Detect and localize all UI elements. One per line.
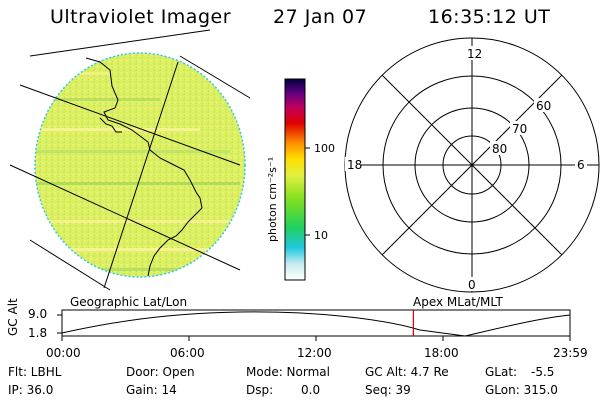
observation-date: 27 Jan 07	[273, 6, 368, 28]
ip-info: IP: 36.0	[8, 383, 54, 397]
glat-label: GLat:	[485, 365, 518, 379]
dsp-label: Dsp:	[246, 383, 274, 397]
x-tick-2359: 23:59	[553, 346, 588, 360]
orbit-altitude-curve	[61, 311, 571, 337]
door-info: Door: Open	[126, 365, 195, 379]
coastline-detail	[99, 117, 122, 133]
gain-info: Gain: 14	[126, 383, 177, 397]
coastline	[85, 57, 203, 277]
mlat-label-60: 60	[536, 99, 551, 113]
earth-disk	[35, 53, 245, 277]
orbit-x-ticks	[57, 314, 571, 341]
color-scale-bar	[284, 78, 306, 281]
x-tick-0600: 06:00	[170, 346, 205, 360]
gc-alt-info: GC Alt: 4.7 Re	[365, 365, 449, 379]
mode-info: Mode: Normal	[246, 365, 330, 379]
colorbar-ticks	[305, 147, 310, 236]
observation-time: 16:35:12 UT	[428, 6, 551, 28]
geographic-title: Geographic Lat/Lon	[70, 295, 188, 309]
disk-limb	[34, 52, 246, 278]
colorbar-tick-10: 10	[314, 229, 328, 242]
polar-labels: 12 18 6 0 60 70 80	[345, 46, 587, 292]
mlat-label-80: 80	[492, 142, 507, 156]
filter-info: Flt: LBHL	[8, 365, 62, 379]
geographic-grid	[9, 29, 251, 291]
x-tick-1800: 18:00	[424, 346, 459, 360]
mlt-label-0: 0	[468, 278, 476, 292]
y-tick-1-8: 1.8	[28, 326, 48, 340]
apex-title: Apex MLat/MLT	[413, 295, 503, 309]
mlt-label-18: 18	[347, 158, 362, 172]
mlat-label-70: 70	[512, 122, 527, 136]
glat-value: -5.5	[531, 365, 555, 379]
dsp-value: 0.0	[301, 383, 321, 397]
instrument-title: Ultraviolet Imager	[50, 6, 232, 28]
mlt-label-12: 12	[467, 47, 482, 61]
y-tick-9: 9.0	[28, 307, 48, 321]
x-tick-0000: 00:00	[46, 346, 81, 360]
glon-info: GLon: 315.0	[485, 383, 558, 397]
colorbar-unit-label: photon cm⁻²s⁻¹	[266, 157, 279, 242]
seq-info: Seq: 39	[365, 383, 411, 397]
polar-plot	[344, 37, 600, 293]
x-tick-1200: 12:00	[297, 346, 332, 360]
colorbar-tick-100: 100	[314, 142, 335, 155]
gc-alt-axis-label: GC Alt	[6, 298, 20, 336]
mlt-label-6: 6	[577, 158, 585, 172]
